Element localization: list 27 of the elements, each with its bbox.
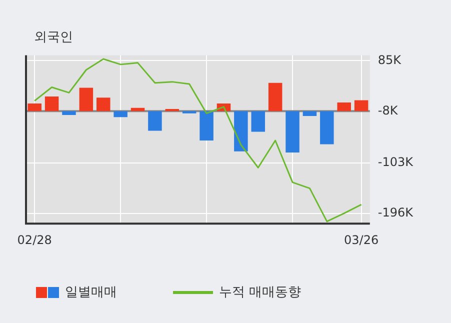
y-tick-label: -103K <box>378 154 414 169</box>
x-tick-label: 02/28 <box>17 232 52 247</box>
bar <box>44 96 59 112</box>
bar <box>234 111 248 152</box>
y-tick-label: -8K <box>378 103 399 118</box>
y-tick-label: -196K <box>378 205 414 220</box>
bar <box>148 111 162 131</box>
bar <box>62 111 76 115</box>
bar <box>200 111 214 140</box>
bar <box>165 108 180 112</box>
bar <box>130 108 145 112</box>
bar <box>114 111 128 118</box>
bar <box>354 100 368 112</box>
bar <box>337 102 351 112</box>
bar <box>286 111 300 152</box>
y-tick-label: 85K <box>378 52 402 67</box>
legend-label: 일별매매 <box>65 284 117 301</box>
legend-label: 누적 매매동향 <box>219 284 302 301</box>
bar <box>28 104 42 112</box>
bar <box>320 111 334 144</box>
chart-title: 외국인 <box>34 29 73 46</box>
x-tick-label: 03/26 <box>344 232 379 247</box>
bar <box>251 111 266 132</box>
bar <box>302 111 317 116</box>
bar <box>268 82 282 112</box>
bar <box>79 88 94 112</box>
bar <box>96 98 110 112</box>
